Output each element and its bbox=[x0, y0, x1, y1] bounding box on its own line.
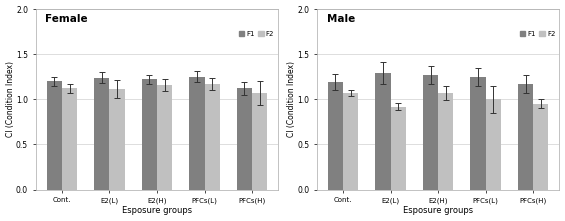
Bar bbox=[142, 79, 157, 190]
Legend: F1, F2: F1, F2 bbox=[519, 30, 556, 38]
Bar bbox=[110, 89, 125, 190]
Bar bbox=[423, 75, 438, 190]
Text: Female: Female bbox=[45, 14, 88, 25]
X-axis label: Esposure groups: Esposure groups bbox=[403, 206, 473, 215]
Bar bbox=[518, 84, 533, 190]
Y-axis label: CI (Condition Index): CI (Condition Index) bbox=[6, 61, 15, 137]
Bar bbox=[438, 93, 453, 190]
Bar bbox=[252, 93, 267, 190]
Bar bbox=[47, 81, 62, 190]
Bar bbox=[328, 82, 343, 190]
Y-axis label: CI (Condition Index): CI (Condition Index) bbox=[286, 61, 295, 137]
Bar bbox=[375, 73, 390, 190]
Bar bbox=[471, 77, 486, 190]
Bar bbox=[237, 88, 252, 190]
Bar bbox=[62, 88, 77, 190]
Text: Male: Male bbox=[327, 14, 355, 25]
X-axis label: Esposure groups: Esposure groups bbox=[122, 206, 192, 215]
Bar bbox=[390, 107, 406, 190]
Legend: F1, F2: F1, F2 bbox=[238, 30, 275, 38]
Bar bbox=[205, 84, 220, 190]
Bar bbox=[189, 77, 205, 190]
Bar bbox=[486, 99, 501, 190]
Bar bbox=[533, 104, 549, 190]
Bar bbox=[157, 85, 172, 190]
Bar bbox=[94, 78, 110, 190]
Bar bbox=[343, 93, 358, 190]
